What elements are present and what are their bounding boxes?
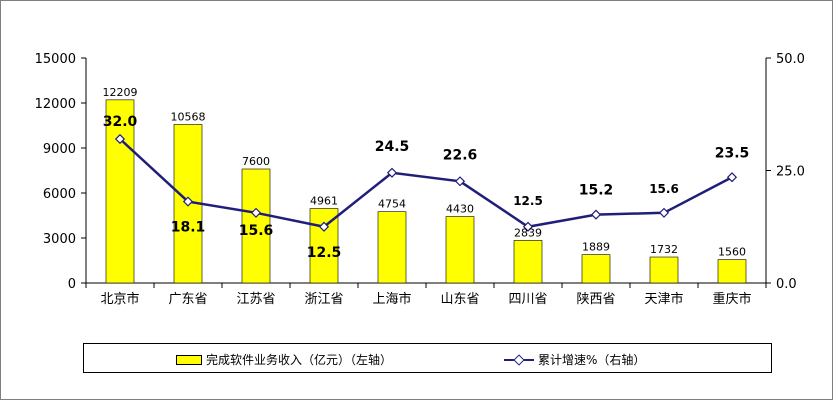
left-tick-label: 9000 — [43, 142, 76, 157]
bar — [241, 168, 271, 284]
line-value-label: 12.5 — [307, 245, 342, 261]
bar-value-label: 4961 — [310, 195, 338, 208]
axes: 0 3000 6000 9000 12000 15000 0.0 25.0 50.0 北京市 广东省… — [35, 52, 805, 307]
line-value-label: 15.6 — [239, 223, 274, 239]
line-value-label: 15.2 — [579, 183, 614, 199]
x-tick-label: 浙江省 — [304, 292, 343, 307]
line-value-label: 12.5 — [513, 194, 543, 208]
line-point — [726, 172, 738, 183]
bar — [649, 256, 679, 284]
bar-value-label: 1889 — [582, 241, 610, 254]
x-tick-label: 陕西省 — [576, 292, 615, 307]
bar-value-label: 1560 — [718, 246, 746, 259]
line-point — [522, 221, 534, 232]
left-tick-label: 6000 — [43, 187, 76, 202]
line-value-label: 15.6 — [649, 182, 679, 196]
x-tick-label: 天津市 — [644, 291, 683, 307]
combo-chart: 0 3000 6000 9000 12000 15000 0.0 25.0 50.0 北京市 广东省… — [35, 52, 805, 307]
legend-bar-swatch — [176, 354, 202, 365]
x-tick-label: 重庆市 — [712, 291, 751, 307]
x-tick-label: 北京市 — [100, 291, 139, 307]
bar-value-label: 1732 — [650, 243, 678, 256]
line-point — [590, 209, 602, 220]
line-point — [182, 196, 194, 207]
legend-bar-label: 完成软件业务收入（亿元）（左轴） — [206, 353, 393, 367]
x-tick-label: 上海市 — [372, 291, 411, 307]
bar-value-label: 10568 — [171, 110, 206, 123]
bar — [513, 240, 543, 284]
right-tick-label: 50.0 — [776, 52, 805, 67]
legend-item-line: 累计增速%（右轴） — [504, 351, 645, 368]
legend: 完成软件业务收入（亿元）（左轴） 累计增速%（右轴） — [83, 343, 772, 373]
bar-value-label: 12209 — [103, 86, 138, 99]
x-tick-label: 山东省 — [440, 292, 479, 307]
bar — [581, 254, 611, 284]
x-tick-label: 广东省 — [168, 292, 207, 307]
bar — [445, 216, 475, 284]
line-value-label: 23.5 — [715, 145, 750, 161]
bar — [377, 211, 407, 284]
bar-series — [105, 99, 747, 284]
bar — [309, 208, 339, 284]
line-value-label: 22.6 — [443, 147, 478, 163]
bar — [717, 259, 747, 284]
legend-item-bar: 完成软件业务收入（亿元）（左轴） — [176, 351, 392, 368]
x-tick-label: 四川省 — [508, 292, 547, 307]
bar-value-label: 7600 — [242, 155, 270, 168]
line-value-label: 24.5 — [375, 139, 410, 155]
bar-value-label: 4430 — [446, 203, 474, 216]
bar — [105, 99, 135, 284]
line-point — [386, 167, 398, 178]
left-tick-label: 0 — [68, 277, 76, 292]
right-tick-label: 25.0 — [776, 165, 805, 180]
left-tick-label: 12000 — [35, 97, 76, 112]
line-point — [318, 221, 330, 232]
left-tick-label: 3000 — [43, 232, 76, 247]
bar-value-label: 4754 — [378, 198, 406, 211]
data-labels: 12209 10568 7600 4961 4754 4430 2839 1889 1732 15… — [103, 86, 750, 261]
growth-line — [119, 138, 733, 229]
legend-line-label: 累计增速%（右轴） — [538, 353, 646, 367]
left-tick-label: 15000 — [35, 52, 76, 67]
line-point — [250, 207, 262, 218]
line-point — [454, 176, 466, 187]
line-series — [114, 133, 738, 232]
right-tick-label: 0.0 — [776, 277, 797, 292]
bar-value-label: 2839 — [514, 226, 542, 239]
line-point — [658, 207, 670, 218]
x-tick-label: 江苏省 — [236, 291, 275, 307]
line-value-label: 32.0 — [103, 114, 138, 130]
line-point — [114, 133, 126, 145]
line-value-label: 18.1 — [171, 220, 206, 236]
legend-line-swatch — [504, 354, 534, 366]
